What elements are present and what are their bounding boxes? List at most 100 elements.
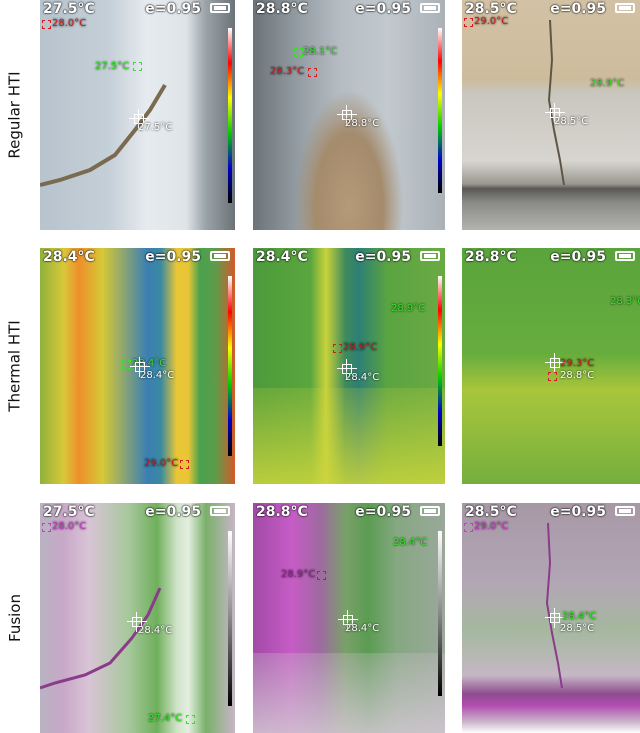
battery-icon bbox=[420, 506, 440, 516]
hot-marker-label: 28.4°C bbox=[562, 611, 597, 622]
cold-marker-label: 29.0°C bbox=[474, 16, 509, 27]
hot-marker-label: 28.4°C bbox=[132, 358, 167, 369]
cold-marker-label: 29.3°C bbox=[560, 358, 595, 369]
header-temp: 28.5°C bbox=[465, 1, 517, 17]
battery-icon bbox=[420, 3, 440, 13]
cold-marker-box bbox=[548, 372, 557, 381]
cold-marker-label: 28.9°C bbox=[281, 569, 316, 580]
emissivity: e=0.95 bbox=[145, 249, 201, 265]
cold-marker-label: 29.0°C bbox=[474, 521, 509, 532]
center-temp-label: 28.8°C bbox=[560, 370, 595, 381]
color-scale-bar bbox=[438, 276, 442, 446]
cold-marker-label: 28.0°C bbox=[52, 18, 87, 29]
crack bbox=[547, 19, 565, 186]
center-temp-label: 28.5°C bbox=[560, 623, 595, 634]
center-temp-label: 27.5°C bbox=[138, 122, 173, 133]
emissivity: e=0.95 bbox=[550, 249, 606, 265]
panel-thermal-2: 28.4°C e=0.95 28.9°C 28.9°C 28.4°C bbox=[253, 248, 445, 484]
crack bbox=[545, 522, 563, 689]
cold-marker-box bbox=[42, 20, 51, 29]
row-label-thermal: Thermal HTI bbox=[6, 320, 24, 412]
center-crosshair bbox=[127, 612, 147, 632]
battery-icon bbox=[615, 251, 635, 261]
center-temp-label: 28.4°C bbox=[345, 372, 380, 383]
panel-thermal-3: 28.8°C e=0.95 28.3°C 29.3°C 28.8°C bbox=[462, 248, 640, 484]
panel-regular-3: 28.5°C e=0.95 29.0°C 28.9°C 28.5°C bbox=[462, 0, 640, 230]
cold-marker-box bbox=[308, 68, 317, 77]
center-crosshair bbox=[545, 608, 565, 628]
cold-marker-label: 28.9°C bbox=[343, 342, 378, 353]
center-temp-label: 28.4°C bbox=[138, 625, 173, 636]
emissivity: e=0.95 bbox=[550, 1, 606, 17]
center-temp-label: 28.5°C bbox=[554, 116, 589, 127]
color-scale-bar bbox=[438, 531, 442, 696]
cold-marker-box bbox=[180, 460, 189, 469]
crack bbox=[40, 587, 162, 690]
cold-marker-box bbox=[464, 18, 473, 27]
cold-marker-label: 28.3°C bbox=[270, 66, 305, 77]
hot-marker-box bbox=[186, 715, 195, 724]
center-crosshair bbox=[129, 109, 149, 129]
hot-marker-label: 27.4°C bbox=[148, 713, 183, 724]
header-temp: 27.5°C bbox=[43, 1, 95, 17]
header-temp: 28.5°C bbox=[465, 504, 517, 520]
hot-marker-label: 28.9°C bbox=[590, 78, 625, 89]
hot-marker-label: 28.4°C bbox=[393, 537, 428, 548]
panel-thermal-1: 28.4°C e=0.95 28.4°C 28.4°C 29.0°C bbox=[40, 248, 235, 484]
battery-icon bbox=[210, 251, 230, 261]
center-crosshair bbox=[338, 610, 358, 630]
lower-region bbox=[253, 653, 445, 733]
row-label-fusion: Fusion bbox=[6, 594, 25, 642]
color-scale-bar bbox=[228, 276, 232, 456]
cold-marker-box bbox=[464, 523, 473, 532]
header-temp: 28.8°C bbox=[256, 504, 308, 520]
center-crosshair bbox=[545, 353, 565, 373]
cold-marker-box bbox=[317, 571, 326, 580]
panel-fusion-2: 28.8°C e=0.95 28.9°C 28.4°C 28.4°C bbox=[253, 503, 445, 733]
emissivity: e=0.95 bbox=[145, 1, 201, 17]
header-temp: 28.4°C bbox=[43, 249, 95, 265]
hot-marker-box bbox=[122, 360, 131, 369]
center-temp-label: 28.8°C bbox=[345, 118, 380, 129]
hot-marker-label: 28.9°C bbox=[391, 303, 426, 314]
battery-icon bbox=[210, 3, 230, 13]
emissivity: e=0.95 bbox=[550, 504, 606, 520]
header-temp: 27.5°C bbox=[43, 504, 95, 520]
color-scale-bar bbox=[438, 28, 442, 193]
emissivity: e=0.95 bbox=[355, 504, 411, 520]
panel-regular-1: 27.5°C e=0.95 28.0°C 27.5°C 27.5°C bbox=[40, 0, 235, 230]
center-temp-label: 28.4°C bbox=[140, 370, 175, 381]
crack bbox=[40, 83, 167, 187]
cold-marker-label: 29.0°C bbox=[144, 458, 179, 469]
center-crosshair bbox=[545, 103, 565, 123]
header-temp: 28.8°C bbox=[256, 1, 308, 17]
emissivity: e=0.95 bbox=[355, 1, 411, 17]
cold-marker-box bbox=[42, 523, 51, 532]
header-temp: 28.8°C bbox=[465, 249, 517, 265]
hot-marker-label: 28.1°C bbox=[303, 46, 338, 57]
center-crosshair bbox=[337, 105, 357, 125]
center-crosshair bbox=[337, 359, 357, 379]
emissivity: e=0.95 bbox=[355, 249, 411, 265]
color-scale-bar bbox=[228, 28, 232, 203]
emissivity: e=0.95 bbox=[145, 504, 201, 520]
center-crosshair bbox=[130, 357, 150, 377]
cold-marker-label: 28.0°C bbox=[52, 521, 87, 532]
hot-marker-box bbox=[294, 48, 303, 57]
hot-marker-label: 27.5°C bbox=[95, 61, 130, 72]
hot-marker-label: 28.3°C bbox=[610, 296, 640, 307]
cold-marker-box bbox=[333, 344, 342, 353]
center-temp-label: 28.4°C bbox=[345, 623, 380, 634]
warm-region bbox=[253, 388, 445, 484]
battery-icon bbox=[615, 506, 635, 516]
color-scale-bar bbox=[228, 531, 232, 706]
battery-icon bbox=[210, 506, 230, 516]
panel-fusion-3: 28.5°C e=0.95 29.0°C 28.4°C 28.5°C bbox=[462, 503, 640, 733]
battery-icon bbox=[615, 3, 635, 13]
row-label-regular: Regular HTI bbox=[6, 71, 25, 159]
battery-icon bbox=[420, 251, 440, 261]
panel-fusion-1: 27.5°C e=0.95 28.0°C 28.4°C 27.4°C bbox=[40, 503, 235, 733]
panel-regular-2: 28.8°C e=0.95 28.1°C 28.3°C 28.8°C bbox=[253, 0, 445, 230]
header-temp: 28.4°C bbox=[256, 249, 308, 265]
hot-marker-box bbox=[133, 62, 142, 71]
